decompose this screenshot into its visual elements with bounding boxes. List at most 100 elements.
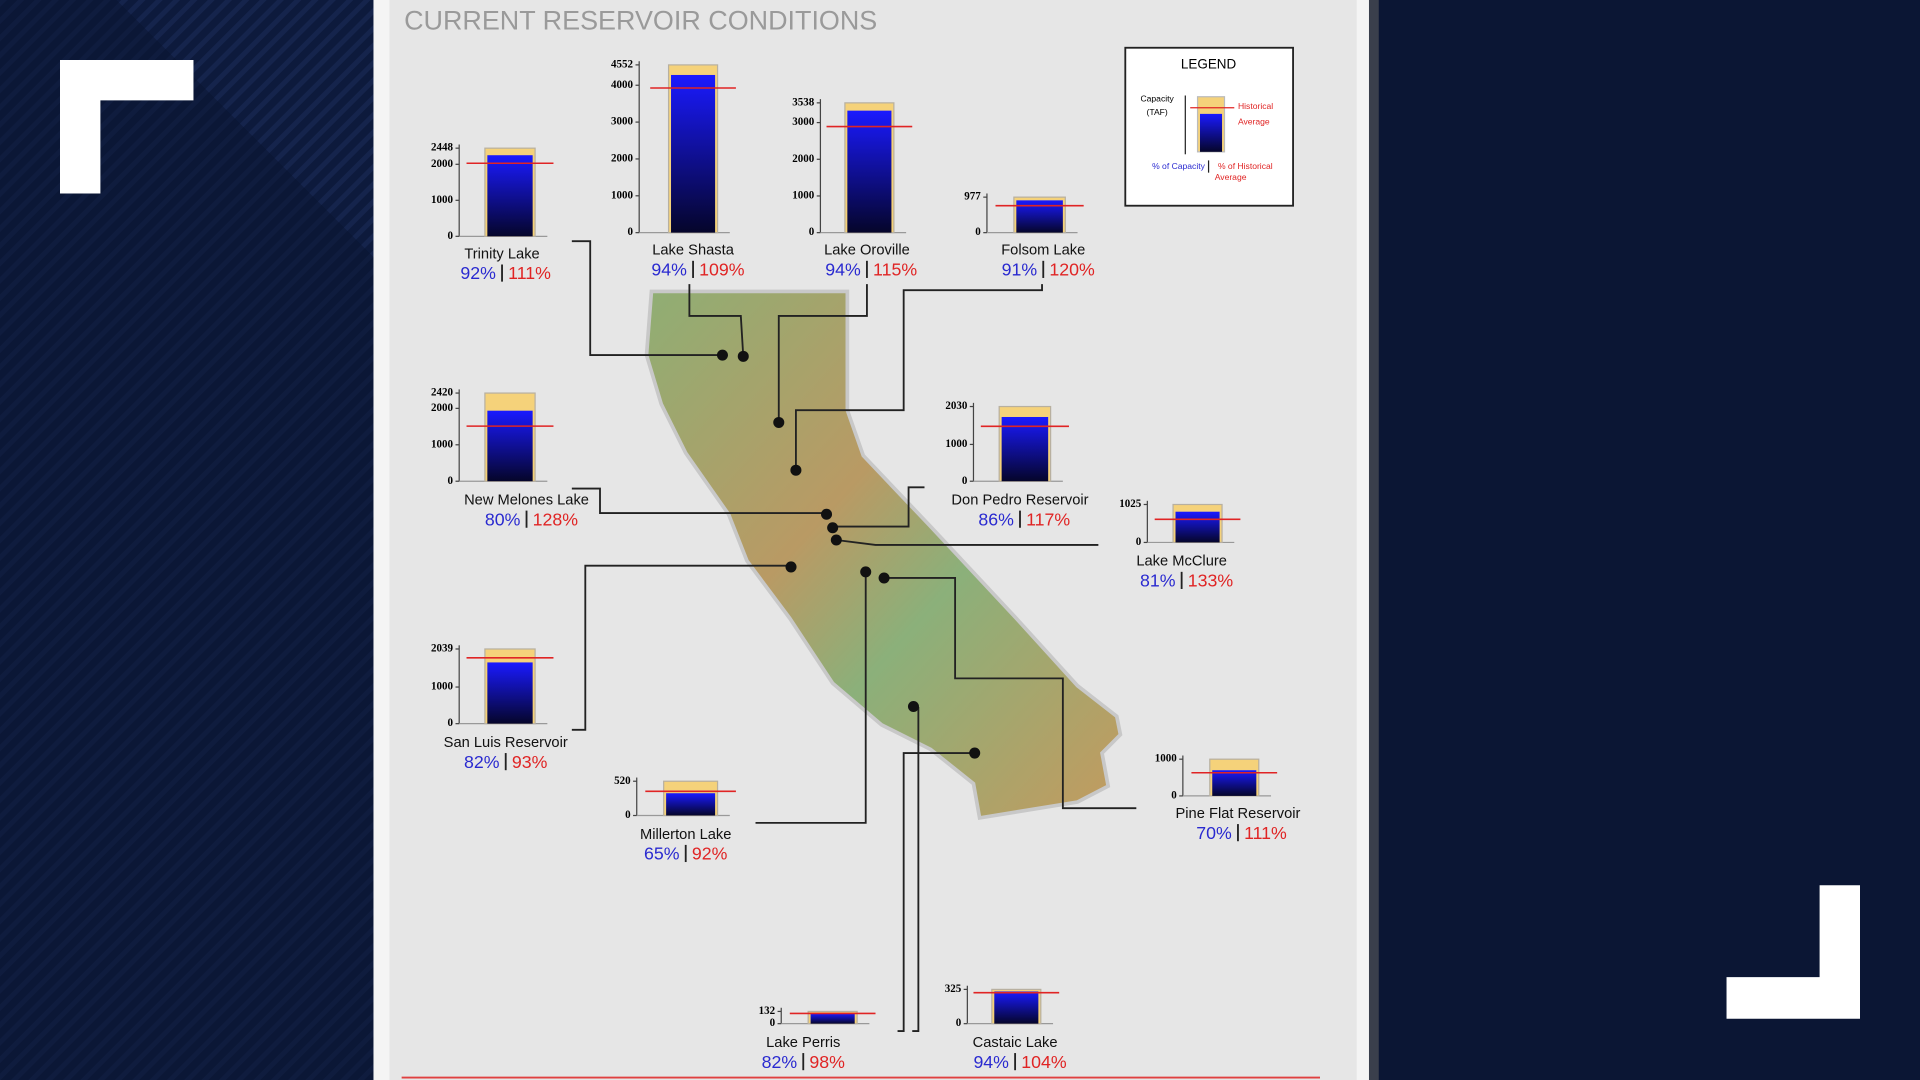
y-tick-label: 0 xyxy=(448,230,454,242)
y-tick-label: 3538 xyxy=(792,96,815,108)
y-tick-label: 0 xyxy=(625,809,631,821)
y-tick-label: 0 xyxy=(770,1017,776,1029)
pct-historical: 128% xyxy=(533,509,579,529)
y-tick-label: 3000 xyxy=(611,116,634,128)
leader-line xyxy=(777,284,868,423)
dot xyxy=(790,464,802,476)
leader-line xyxy=(571,240,723,357)
y-tick-label: 132 xyxy=(759,1005,776,1017)
legend-text: Capacity xyxy=(1140,93,1174,103)
dot xyxy=(830,534,842,546)
dot xyxy=(773,416,785,428)
legend-title: LEGEND xyxy=(1181,56,1237,71)
pct-capacity: 65% xyxy=(644,844,680,864)
dot xyxy=(827,522,839,534)
storage-bar xyxy=(1175,511,1220,543)
y-tick-label: 2448 xyxy=(431,142,454,154)
leader-line xyxy=(897,752,975,1032)
panel-border xyxy=(1368,0,1379,1080)
y-tick-label: 0 xyxy=(962,475,968,487)
y-tick-label: 1000 xyxy=(431,194,454,206)
dot xyxy=(821,508,833,520)
reservoir-name: Millerton Lake xyxy=(640,827,731,843)
storage-bar xyxy=(1001,416,1049,482)
pct-historical: 104% xyxy=(1021,1052,1067,1072)
y-tick-label: 0 xyxy=(956,1017,962,1029)
pct-historical: 109% xyxy=(699,260,745,280)
legend-bar xyxy=(1200,113,1223,152)
pct-historical: 98% xyxy=(809,1052,845,1072)
reservoir-name: Lake Perris xyxy=(766,1035,840,1051)
leader-line xyxy=(571,564,792,731)
storage-bar xyxy=(847,110,892,233)
dot xyxy=(785,561,797,573)
y-tick-label: 1000 xyxy=(431,438,454,450)
y-tick-label: 2000 xyxy=(431,158,454,170)
y-tick-label: 1000 xyxy=(431,681,454,693)
y-tick-label: 0 xyxy=(1136,536,1142,548)
pct-capacity: 82% xyxy=(464,752,500,772)
y-tick-label: 0 xyxy=(809,226,815,238)
y-tick-label: 4000 xyxy=(611,79,634,91)
corner-bracket xyxy=(1726,885,1860,1019)
leader-line xyxy=(836,539,1099,546)
leader-line xyxy=(795,284,1043,471)
y-tick-label: 1000 xyxy=(945,438,968,450)
storage-bar xyxy=(810,1013,855,1024)
storage-bar xyxy=(666,793,716,816)
pct-capacity: 82% xyxy=(762,1052,798,1072)
legend-text: Average xyxy=(1238,117,1270,127)
pct-historical: 93% xyxy=(512,752,548,772)
dot xyxy=(860,566,872,578)
y-tick-label: 4552 xyxy=(611,58,634,70)
storage-bar xyxy=(671,74,716,233)
reservoir-name: Pine Flat Reservoir xyxy=(1176,806,1301,822)
pct-historical: 111% xyxy=(508,263,551,283)
y-tick-label: 1025 xyxy=(1119,498,1142,510)
y-tick-label: 0 xyxy=(628,226,634,238)
storage-bar xyxy=(487,155,533,237)
reservoir-name: New Melones Lake xyxy=(464,492,589,508)
storage-bar xyxy=(487,410,533,482)
pct-historical: 120% xyxy=(1049,260,1095,280)
title: CURRENT RESERVOIR CONDITIONS xyxy=(404,5,877,35)
storage-bar xyxy=(994,991,1039,1024)
pct-capacity: 94% xyxy=(973,1052,1009,1072)
pct-historical: 133% xyxy=(1188,571,1234,591)
pct-capacity: 86% xyxy=(978,509,1014,529)
y-tick-label: 0 xyxy=(975,226,981,238)
y-tick-label: 3000 xyxy=(792,116,815,128)
background-shade xyxy=(0,0,374,1080)
y-tick-label: 520 xyxy=(614,775,631,787)
reservoir-name: Castaic Lake xyxy=(973,1035,1058,1051)
y-tick-label: 1000 xyxy=(611,189,634,201)
reservoir-name: Lake Shasta xyxy=(652,243,734,259)
legend-text: (TAF) xyxy=(1147,107,1168,117)
reservoir-name: Lake McClure xyxy=(1136,554,1227,570)
pct-historical: 92% xyxy=(692,844,728,864)
y-tick-label: 2039 xyxy=(431,643,454,655)
dot xyxy=(907,701,919,713)
reservoir-name: Folsom Lake xyxy=(1001,243,1085,259)
pct-capacity: 94% xyxy=(651,260,687,280)
y-tick-label: 1000 xyxy=(1155,753,1178,765)
pct-capacity: 92% xyxy=(460,263,496,283)
y-tick-label: 2000 xyxy=(431,402,454,414)
leader-line xyxy=(755,571,867,824)
storage-bar xyxy=(487,662,533,724)
california-map xyxy=(644,289,1123,821)
pct-historical: 115% xyxy=(873,260,917,280)
dot xyxy=(878,572,890,584)
leader-line xyxy=(832,486,925,528)
pct-historical: 111% xyxy=(1244,823,1287,843)
pct-capacity: 81% xyxy=(1140,571,1176,591)
reservoir-name: San Luis Reservoir xyxy=(444,735,568,751)
legend-text: % of Capacity xyxy=(1152,161,1206,171)
pct-capacity: 91% xyxy=(1002,260,1038,280)
storage-bar xyxy=(1212,770,1257,796)
legend-text: % of Historical xyxy=(1218,161,1273,171)
legend-text: Average xyxy=(1215,172,1247,182)
dot xyxy=(969,747,981,759)
